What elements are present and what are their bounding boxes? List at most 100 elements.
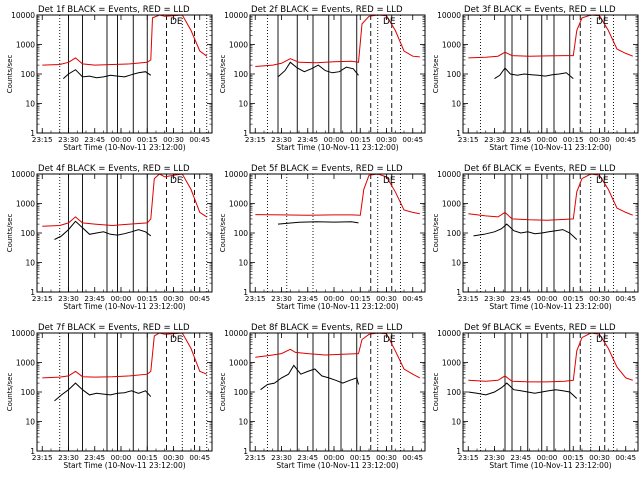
detector-panel-8: Det 8f BLACK = Events, RED = LLD DE 1 10 100…: [219, 323, 426, 470]
y-tick-label: 100: [234, 70, 249, 79]
annotation-label: DE: [170, 17, 183, 27]
x-axis-label: Start Time (10-Nov-11 23:12:00): [276, 461, 398, 470]
x-tick-label: 00:00: [537, 453, 558, 462]
y-tick-label: 10000: [437, 11, 461, 20]
x-tick-label: 00:00: [537, 135, 558, 144]
x-tick-label: 23:30: [271, 135, 292, 144]
y-tick-label: 1: [456, 288, 461, 297]
series-lld-line: [255, 173, 420, 216]
annotation-label: DE: [596, 176, 609, 186]
y-tick-label: 100: [447, 70, 462, 79]
panel-title: Det 1f BLACK = Events, RED = LLD: [38, 5, 190, 15]
x-tick-label: 00:00: [324, 294, 345, 303]
x-tick-label: 00:30: [589, 294, 610, 303]
y-tick-label: 1: [30, 288, 35, 297]
x-tick-label: 23:45: [510, 135, 531, 144]
panel-title: Det 8f BLACK = Events, RED = LLD: [251, 323, 403, 333]
x-tick-label: 00:15: [137, 453, 158, 462]
x-tick-label: 00:15: [563, 294, 584, 303]
y-axis-label: Counts/sec: [6, 55, 14, 94]
series-lld-line: [468, 173, 633, 221]
x-tick-label: 23:15: [458, 135, 479, 144]
detector-panel-1: Det 1f BLACK = Events, RED = LLD DE 1 10 100…: [6, 5, 213, 152]
series-lld-line: [468, 14, 633, 59]
annotation-label: DE: [383, 335, 396, 345]
y-tick-label: 100: [21, 229, 36, 238]
x-tick-label: 00:00: [111, 135, 132, 144]
y-tick-label: 100: [447, 229, 462, 238]
series-lld-line: [42, 332, 207, 379]
x-tick-label: 00:00: [324, 135, 345, 144]
panel-title: Det 9f BLACK = Events, RED = LLD: [464, 323, 616, 333]
x-tick-label: 00:45: [189, 294, 210, 303]
y-tick-label: 1000: [16, 359, 35, 368]
detector-panel-4: Det 4f BLACK = Events, RED = LLD DE 1 10 100…: [6, 164, 213, 311]
x-axis-label: Start Time (10-Nov-11 23:12:00): [63, 461, 185, 470]
x-tick-label: 00:45: [189, 453, 210, 462]
x-tick-label: 23:45: [297, 135, 318, 144]
annotation-label: DE: [170, 335, 183, 345]
x-tick-label: 23:30: [484, 135, 505, 144]
x-tick-label: 00:15: [563, 453, 584, 462]
x-tick-label: 23:15: [32, 294, 53, 303]
x-tick-label: 23:15: [245, 294, 266, 303]
x-tick-label: 00:15: [350, 294, 371, 303]
x-axis-label: Start Time (10-Nov-11 23:12:00): [276, 302, 398, 311]
x-tick-label: 00:45: [615, 453, 636, 462]
x-tick-label: 00:45: [615, 135, 636, 144]
x-tick-label: 00:15: [137, 294, 158, 303]
y-tick-label: 100: [234, 388, 249, 397]
plot-frame: [462, 14, 639, 134]
y-tick-label: 1: [30, 129, 35, 138]
x-tick-label: 00:45: [615, 294, 636, 303]
x-tick-label: 23:30: [484, 453, 505, 462]
series-events-line: [277, 221, 359, 225]
x-tick-label: 00:15: [350, 453, 371, 462]
y-tick-label: 100: [447, 388, 462, 397]
x-axis-label: Start Time (10-Nov-11 23:12:00): [276, 143, 398, 152]
x-tick-label: 00:15: [137, 135, 158, 144]
y-tick-label: 1: [243, 447, 248, 456]
x-tick-label: 23:30: [484, 294, 505, 303]
y-tick-label: 10: [25, 418, 35, 427]
y-axis-label: Counts/sec: [6, 214, 14, 253]
x-tick-label: 00:30: [589, 135, 610, 144]
y-tick-label: 10000: [224, 11, 248, 20]
y-tick-label: 100: [21, 388, 36, 397]
x-tick-label: 00:45: [402, 453, 423, 462]
y-tick-label: 100: [21, 70, 36, 79]
y-tick-label: 1000: [442, 41, 461, 50]
x-tick-label: 23:30: [271, 453, 292, 462]
plot-frame: [36, 173, 213, 293]
x-tick-label: 00:30: [376, 453, 397, 462]
x-tick-label: 23:15: [458, 453, 479, 462]
x-tick-label: 23:45: [510, 294, 531, 303]
plot-frame: [249, 332, 426, 452]
y-tick-label: 1000: [442, 359, 461, 368]
x-tick-label: 23:45: [84, 294, 105, 303]
y-axis-label: Counts/sec: [432, 373, 440, 412]
y-tick-label: 1000: [229, 200, 248, 209]
y-tick-label: 1000: [442, 200, 461, 209]
y-tick-label: 100: [234, 229, 249, 238]
x-tick-label: 23:15: [32, 453, 53, 462]
y-tick-label: 1: [456, 447, 461, 456]
annotation-label: DE: [170, 176, 183, 186]
plot-frame: [462, 332, 639, 452]
y-tick-label: 1: [243, 129, 248, 138]
x-tick-label: 00:30: [163, 135, 184, 144]
y-axis-label: Counts/sec: [432, 214, 440, 253]
series-events-line: [494, 67, 574, 80]
plot-frame: [249, 14, 426, 134]
series-events-line: [277, 61, 359, 78]
x-axis-label: Start Time (10-Nov-11 23:12:00): [489, 143, 611, 152]
detector-panel-6: Det 6f BLACK = Events, RED = LLD DE 1 10 100…: [432, 164, 639, 311]
y-tick-label: 10000: [11, 170, 35, 179]
plot-frame: [36, 14, 213, 134]
y-axis-label: Counts/sec: [219, 55, 227, 94]
x-axis-label: Start Time (10-Nov-11 23:12:00): [489, 302, 611, 311]
annotation-label: DE: [383, 17, 396, 27]
x-tick-label: 23:30: [271, 294, 292, 303]
x-tick-label: 00:30: [376, 294, 397, 303]
series-events-line: [468, 382, 578, 399]
